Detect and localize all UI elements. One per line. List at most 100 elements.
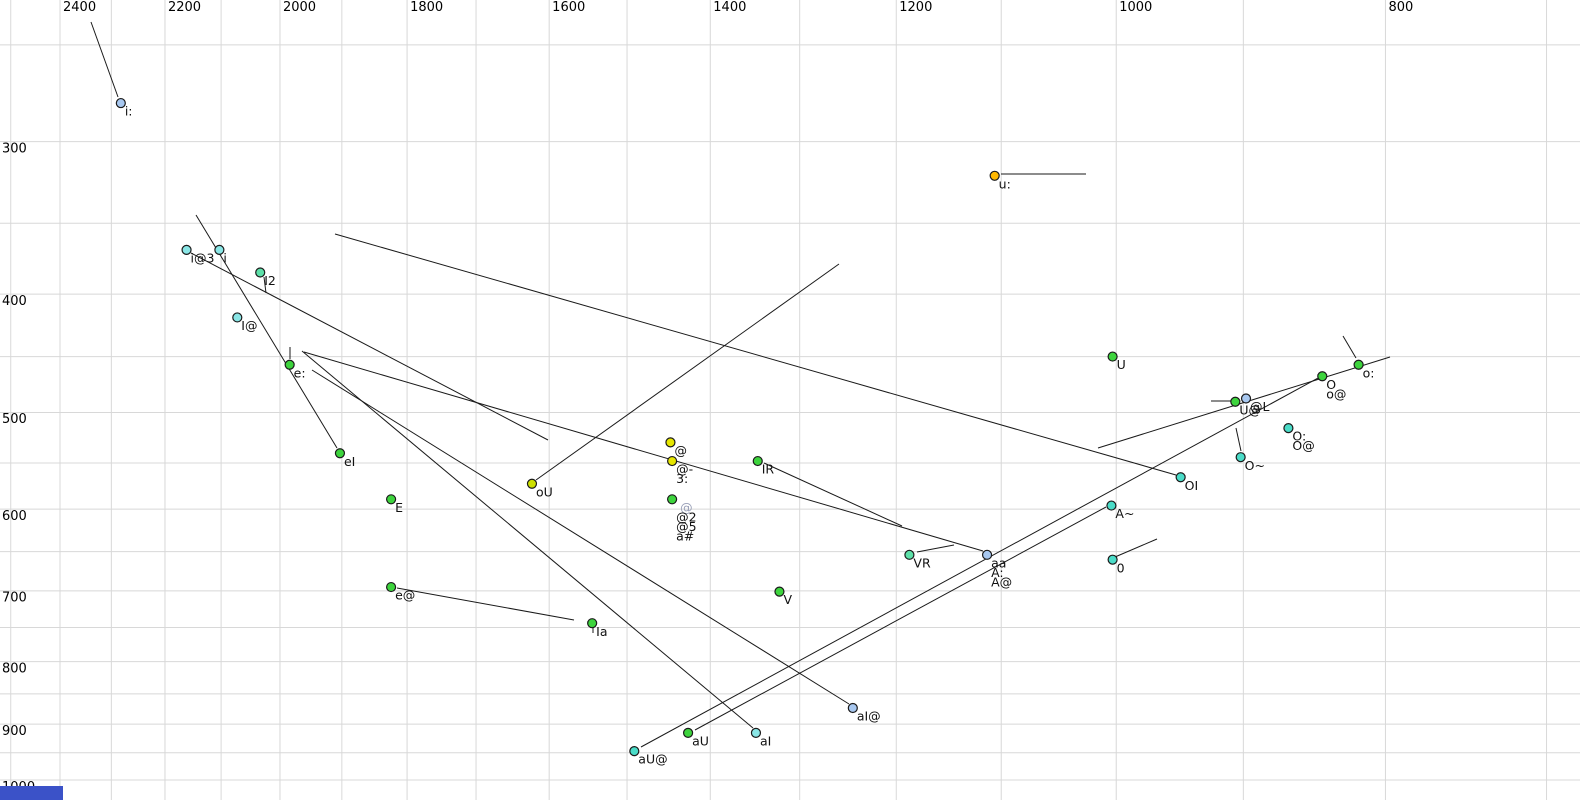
x-axis-tick-label: 2400 — [63, 0, 96, 15]
vowel-label-aI@: aI@ — [857, 709, 881, 724]
vowel-label-e@: e@ — [395, 588, 415, 603]
vowel-label-aa: A@ — [991, 574, 1012, 589]
vowel-point-aU — [682, 727, 694, 738]
vowel-label-O: O — [1326, 377, 1336, 392]
vowel-point-e: — [284, 359, 295, 370]
trajectory-line-I2 — [263, 276, 267, 294]
vowel-label-o:: o: — [1363, 365, 1375, 380]
vowel-label-aU@: aU@ — [638, 752, 667, 767]
vowel-label-aa: A: — [991, 565, 1004, 580]
vowel-point-0 — [1107, 554, 1118, 565]
trajectory-line-aU@ — [640, 376, 1321, 748]
vowel-label-i:: i: — [125, 104, 133, 119]
vowel-label-oU: oU — [536, 484, 553, 499]
x-axis-tick-label: 1400 — [713, 0, 746, 15]
vowel-point-V — [774, 586, 785, 597]
vowel-point-3: — [667, 455, 678, 467]
vowel-label-i@3: i@3 — [191, 250, 215, 265]
vowel-label-O: o@ — [1326, 386, 1346, 401]
trajectory-line-i@3 — [190, 252, 549, 441]
vowel-label-U@: U@ — [1239, 402, 1261, 417]
y-axis-tick-label: 400 — [2, 294, 27, 309]
vowel-point-aa — [981, 549, 993, 560]
vowel-label-IR: IR — [762, 462, 775, 477]
vowel-label-@L: @L — [1250, 399, 1270, 414]
vowel-label-aU: aU — [692, 733, 709, 748]
y-axis-tick-label: 800 — [2, 661, 27, 676]
x-axis-tick-label: 2000 — [283, 0, 316, 15]
vowel-label-eI: eI — [344, 454, 355, 469]
vowel-point-i: — [115, 97, 126, 109]
vowel-label-OI: OI — [1185, 478, 1199, 493]
trajectory-line-o: — [1342, 335, 1357, 359]
vowel-label-@2: @ — [680, 500, 693, 515]
vowel-point-oU — [526, 478, 538, 489]
vowel-point-U — [1107, 351, 1118, 362]
x-axis-tick-label: 1200 — [899, 0, 932, 15]
vowel-label-@2: a# — [676, 528, 694, 543]
trajectory-line-0 — [1114, 538, 1158, 558]
vowel-point-eI — [334, 448, 346, 459]
vowel-label-u:: u: — [999, 176, 1011, 191]
vowel-label-@2: @5 — [676, 519, 696, 534]
vowel-label-0: 0 — [1117, 560, 1125, 575]
vowel-point-I@ — [232, 312, 243, 323]
vowel-label-A~: A~ — [1115, 506, 1134, 521]
vowel-point-aI@ — [847, 702, 858, 714]
vowel-point-aI — [750, 727, 762, 738]
vowel-point-E — [385, 494, 397, 505]
trajectory-line-i: — [90, 21, 119, 98]
trajectory-line-aI — [301, 350, 754, 729]
trajectory-line-aa — [303, 351, 984, 552]
vowel-label-VR: VR — [913, 555, 931, 570]
vowel-label-e:: e: — [294, 365, 306, 380]
trajectory-line-VR — [916, 544, 955, 553]
vowel-point-aU@ — [629, 746, 640, 757]
vowel-point-@L — [1240, 393, 1252, 404]
vowel-point-O~ — [1235, 452, 1246, 463]
vowel-label-i: i — [223, 250, 226, 265]
trajectory-line-O~ — [1235, 427, 1242, 452]
x-axis-tick-label: 800 — [1388, 0, 1413, 15]
trajectory-line-OI — [334, 233, 1177, 476]
vowel-point-i — [214, 244, 225, 256]
vowel-point-OI — [1175, 472, 1186, 483]
vowel-label-I@: I@ — [241, 318, 257, 333]
vowel-point-@ — [665, 437, 676, 448]
trajectory-line-aU — [694, 506, 1107, 731]
vowel-point-O — [1317, 371, 1328, 382]
y-axis-tick-label: 500 — [2, 412, 27, 427]
trajectory-line-e@ — [396, 587, 575, 621]
vowel-label-aI: aI — [760, 733, 771, 748]
vowel-point-@2 — [667, 494, 678, 505]
vowel-label-3:: @- — [676, 462, 693, 477]
vowel-point-O: — [1283, 423, 1294, 434]
vowel-point-U@ — [1230, 396, 1241, 407]
vowel-point-e@ — [385, 581, 397, 593]
vowel-label-Ia: Ia — [596, 624, 607, 639]
x-axis-tick-label: 1800 — [410, 0, 443, 15]
vowel-label-U: U — [1117, 357, 1126, 372]
x-axis-tick-label: 1000 — [1119, 0, 1152, 15]
trajectory-line-IR — [763, 462, 903, 527]
vowel-point-u: — [989, 170, 1000, 181]
vowel-point-I2 — [255, 267, 266, 278]
vowel-label-@2: @2 — [676, 509, 696, 524]
vowel-point-o: — [1353, 359, 1364, 370]
trajectory-line-aI@ — [311, 369, 850, 705]
y-axis-tick-label: 700 — [2, 591, 27, 606]
vowel-label-O~: O~ — [1245, 458, 1265, 473]
y-axis-tick-label: 900 — [2, 724, 27, 739]
vowel-label-3:: 3: — [676, 471, 688, 486]
vowel-label-E: E — [395, 500, 403, 515]
vowel-point-Ia — [587, 618, 598, 629]
trajectory-line-oU — [535, 263, 840, 481]
vowel-label-I2: I2 — [264, 273, 276, 288]
y-axis-tick-label: 300 — [2, 141, 27, 156]
x-axis-tick-label: 2200 — [168, 0, 201, 15]
vowel-label-O:: O@ — [1292, 438, 1314, 453]
vowel-label-V: V — [783, 592, 792, 607]
vowel-label-O:: O: — [1292, 429, 1306, 444]
